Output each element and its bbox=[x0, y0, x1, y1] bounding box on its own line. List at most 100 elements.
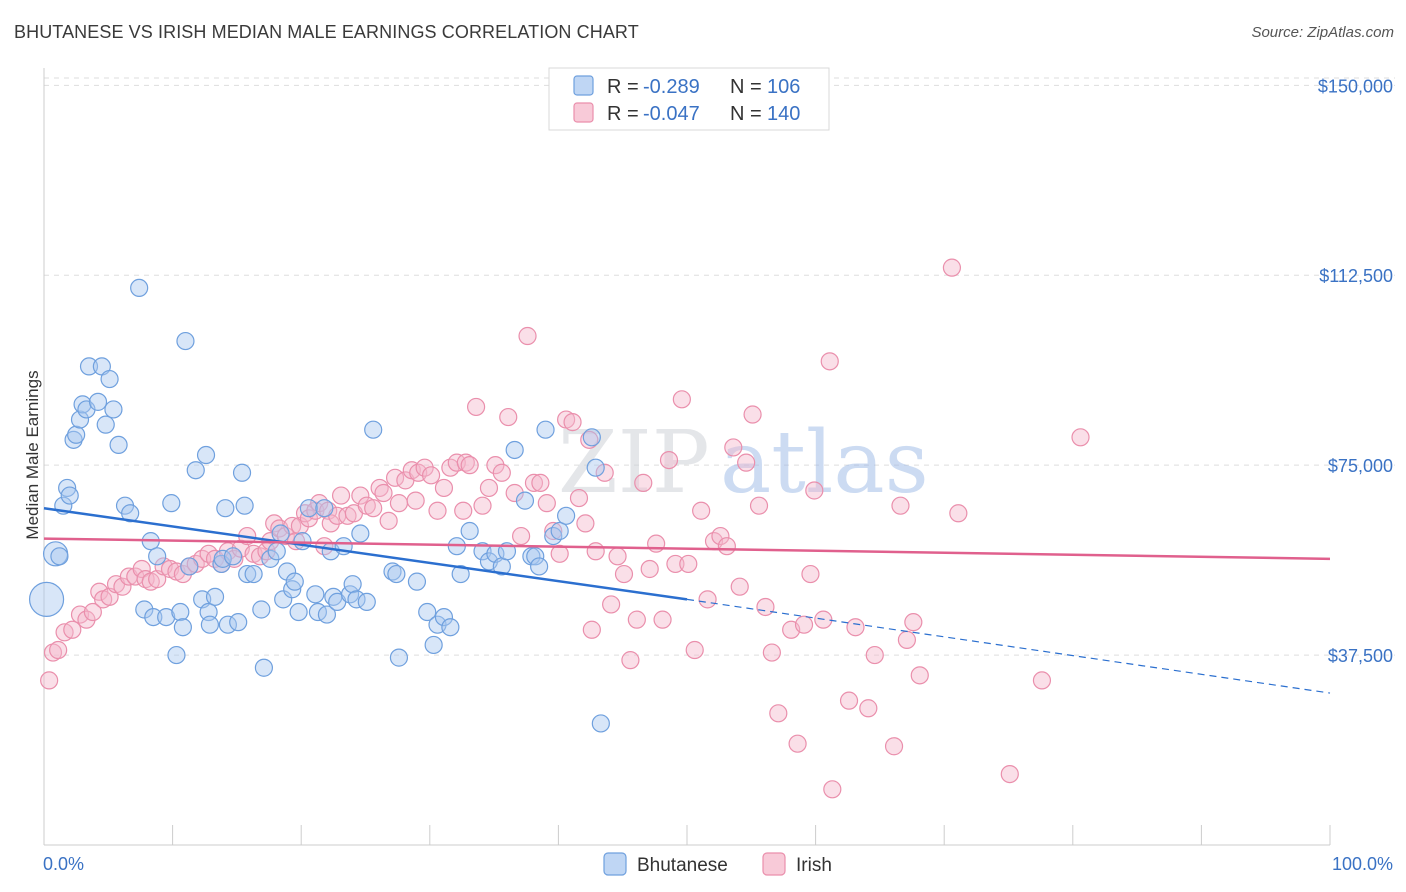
irish-point bbox=[743, 405, 762, 424]
irish-point bbox=[801, 564, 820, 584]
irish-point bbox=[711, 526, 730, 546]
legend-n-value-2: 140 bbox=[767, 103, 800, 125]
y-tick-labels: $37,500 $75,000 $112,500 $150,000 bbox=[1318, 76, 1393, 666]
irish-point bbox=[460, 456, 479, 475]
y-tick-label: $75,000 bbox=[1328, 456, 1393, 476]
bhutanese-point bbox=[104, 400, 123, 419]
correlation-legend: R = -0.289 N = 106 R = -0.047 N = 140 bbox=[548, 67, 830, 131]
legend-n-label-1: N = bbox=[730, 76, 762, 98]
bhutanese-point bbox=[441, 618, 460, 637]
bhutanese-point bbox=[88, 392, 108, 411]
irish-point bbox=[820, 352, 839, 371]
bottom-legend-swatch-irish bbox=[762, 852, 786, 876]
y-axis-label: Median Male Earnings bbox=[23, 370, 42, 539]
bhutanese-point bbox=[244, 564, 263, 584]
irish-point bbox=[1000, 764, 1019, 784]
irish-point bbox=[717, 537, 736, 556]
irish-point bbox=[595, 463, 614, 482]
bhutanese-point bbox=[526, 547, 545, 566]
bhutanese-trend-extension bbox=[686, 598, 1331, 694]
bhutanese-point bbox=[67, 425, 86, 444]
irish-point bbox=[113, 577, 132, 596]
legend-r-label-2: R = bbox=[607, 103, 639, 125]
irish-point bbox=[839, 691, 859, 710]
irish-point bbox=[518, 326, 537, 346]
irish-point bbox=[1071, 428, 1090, 447]
irish-point bbox=[331, 486, 351, 505]
bhutanese-point bbox=[418, 602, 437, 622]
irish-point bbox=[653, 610, 672, 629]
legend-box bbox=[548, 67, 830, 131]
bhutanese-point bbox=[299, 499, 319, 518]
bhutanese-point bbox=[261, 549, 280, 568]
bhutanese-point bbox=[586, 458, 605, 477]
irish-point bbox=[846, 618, 865, 637]
irish-point bbox=[724, 438, 743, 457]
bhutanese-point bbox=[200, 615, 219, 634]
irish-point bbox=[1032, 671, 1052, 690]
irish-point bbox=[486, 456, 505, 475]
legend-swatch-irish bbox=[573, 102, 594, 123]
irish-point bbox=[374, 483, 393, 503]
bhutanese-point bbox=[522, 547, 541, 566]
irish-point bbox=[406, 491, 425, 510]
bhutanese-point bbox=[223, 547, 243, 566]
irish-point bbox=[865, 645, 884, 665]
bhutanese-point bbox=[144, 607, 163, 627]
x-tick-min: 0.0% bbox=[43, 854, 84, 874]
bhutanese-point bbox=[582, 428, 601, 447]
irish-point bbox=[608, 547, 627, 566]
irish-point bbox=[524, 473, 544, 492]
irish-point bbox=[949, 504, 968, 523]
irish-point bbox=[63, 620, 82, 639]
bhutanese-trend-line bbox=[43, 506, 688, 601]
bhutanese-point bbox=[196, 445, 216, 465]
series-legend: Bhutanese Irish bbox=[603, 852, 832, 876]
bhutanese-point bbox=[357, 592, 376, 612]
bhutanese-point bbox=[271, 524, 290, 543]
bhutanese-point bbox=[173, 618, 192, 637]
irish-trend-line bbox=[43, 537, 1331, 561]
bhutanese-point bbox=[274, 590, 293, 609]
bhutanese-point bbox=[148, 547, 167, 566]
bottom-legend-swatch-bhutanese bbox=[603, 852, 627, 876]
irish-point bbox=[805, 481, 824, 500]
bhutanese-point bbox=[176, 331, 195, 351]
bottom-legend-label-irish: Irish bbox=[796, 855, 832, 876]
bhutanese-point bbox=[216, 499, 235, 518]
irish-point bbox=[434, 478, 454, 498]
bhutanese-point bbox=[460, 521, 479, 541]
bhutanese-point bbox=[235, 496, 254, 515]
irish-point bbox=[77, 610, 96, 629]
bhutanese-point bbox=[186, 461, 205, 480]
legend-r-value-2: -0.047 bbox=[643, 103, 700, 125]
bhutanese-point bbox=[130, 278, 149, 298]
irish-point bbox=[580, 430, 599, 449]
bhutanese-point bbox=[171, 602, 190, 622]
irish-point bbox=[569, 488, 589, 508]
bhutanese-point bbox=[28, 581, 65, 617]
bhutanese-point bbox=[451, 564, 470, 584]
irish-point bbox=[531, 473, 550, 492]
bhutanese-point bbox=[515, 491, 535, 510]
irish-point bbox=[512, 526, 531, 546]
irish-point bbox=[679, 554, 698, 574]
irish-point bbox=[788, 734, 807, 753]
irish-point bbox=[621, 651, 640, 670]
irish-point bbox=[499, 407, 518, 427]
bhutanese-point bbox=[96, 415, 115, 434]
bhutanese-point bbox=[254, 658, 274, 677]
irish-point bbox=[351, 486, 370, 505]
bhutanese-point bbox=[424, 635, 443, 655]
irish-point bbox=[428, 501, 447, 520]
bhutanese-point bbox=[505, 440, 524, 460]
bhutanese-point bbox=[389, 648, 409, 667]
irish-point bbox=[627, 610, 646, 629]
bhutanese-point bbox=[121, 504, 140, 523]
bhutanese-point bbox=[64, 430, 83, 449]
bhutanese-point bbox=[550, 521, 569, 541]
irish-point bbox=[640, 559, 659, 579]
irish-point bbox=[550, 544, 569, 563]
bottom-legend-label-bhutanese: Bhutanese bbox=[637, 855, 728, 876]
irish-point bbox=[40, 671, 59, 690]
